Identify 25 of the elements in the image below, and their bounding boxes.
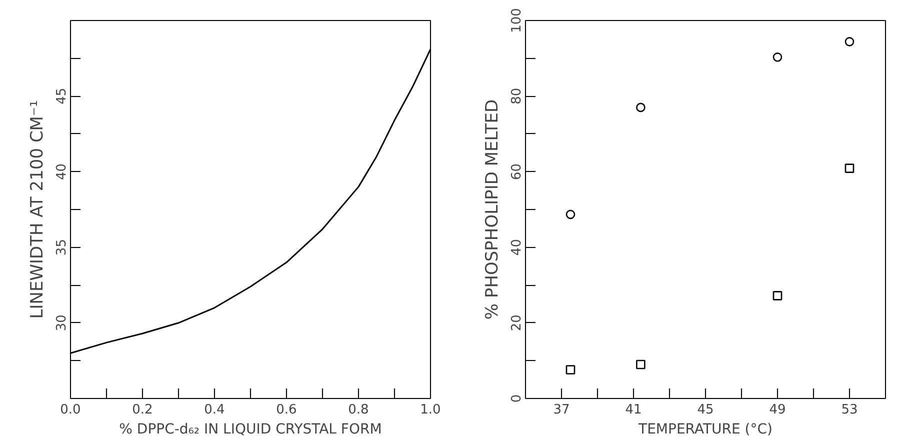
x-tick-label: 1.0 xyxy=(420,402,441,418)
x-tick-label: 0.8 xyxy=(348,402,369,418)
x-tick-label: 0.2 xyxy=(132,402,153,418)
x-axis-title: TEMPERATURE (°C) xyxy=(638,422,772,438)
y-tick-label: 20 xyxy=(510,314,524,332)
x-tick-label: 45 xyxy=(697,402,714,418)
x-tick-label: 0.4 xyxy=(204,402,225,418)
x-tick-label: 37 xyxy=(553,402,570,418)
x-tick-label: 41 xyxy=(625,402,642,418)
y-tick-label: 45 xyxy=(54,88,70,104)
x-axis-title: % DPPC-d₆₂ IN LIQUID CRYSTAL FORM xyxy=(119,422,382,438)
y-axis-title: LINEWIDTH AT 2100 CM⁻¹ xyxy=(28,100,48,319)
y-tick-label: 40 xyxy=(510,239,524,256)
y-tick-label: 100 xyxy=(510,8,524,33)
x-tick-label: 53 xyxy=(841,402,858,418)
x-tick-label: 49 xyxy=(769,402,786,418)
y-tick-label: 60 xyxy=(510,163,524,180)
y-tick-label: 30 xyxy=(54,314,70,332)
y-tick-label: 80 xyxy=(510,88,524,104)
y-tick-label: 35 xyxy=(54,239,70,256)
y-axis-title: % PHOSPHOLIPID MELTED xyxy=(482,99,502,320)
y-tick-label: 0 xyxy=(510,394,524,403)
x-tick-label: 0.0 xyxy=(60,402,81,418)
x-tick-label: 0.6 xyxy=(276,402,297,418)
y-tick-label: 40 xyxy=(54,163,70,180)
